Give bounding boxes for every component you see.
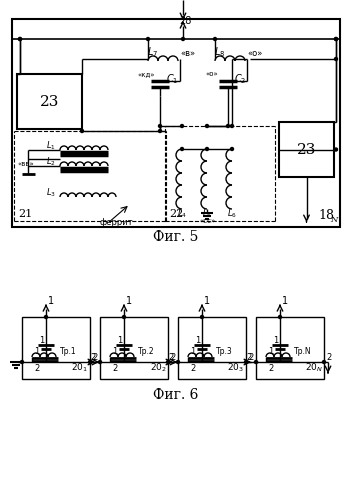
- Text: Фиг. 5: Фиг. 5: [153, 230, 199, 244]
- Text: 2: 2: [34, 364, 39, 373]
- Circle shape: [20, 360, 24, 363]
- Text: $L_2$: $L_2$: [46, 155, 56, 168]
- Text: $L_8$: $L_8$: [214, 45, 225, 59]
- Text: $L_3$: $L_3$: [46, 186, 56, 199]
- Circle shape: [231, 124, 233, 128]
- Text: $20_N$: $20_N$: [305, 361, 323, 374]
- Text: 2: 2: [326, 353, 331, 362]
- Text: 2: 2: [90, 353, 95, 362]
- Text: Тр.2: Тр.2: [138, 347, 155, 356]
- Circle shape: [146, 37, 150, 40]
- Circle shape: [80, 130, 84, 133]
- Text: $20_2$: $20_2$: [150, 361, 167, 374]
- Bar: [279, 122, 334, 177]
- Circle shape: [18, 37, 22, 40]
- Text: 1: 1: [34, 347, 39, 356]
- Text: 2: 2: [268, 364, 273, 373]
- Circle shape: [98, 360, 102, 363]
- Text: Фиг. 6: Фиг. 6: [153, 388, 199, 402]
- Circle shape: [279, 315, 281, 318]
- Text: 1: 1: [40, 336, 44, 345]
- Text: 1: 1: [48, 296, 54, 306]
- Text: «о»: «о»: [247, 49, 262, 58]
- Text: 1: 1: [204, 296, 210, 306]
- Circle shape: [122, 315, 126, 318]
- Circle shape: [158, 124, 162, 128]
- Text: $C_1$: $C_1$: [166, 72, 178, 86]
- Circle shape: [180, 124, 184, 128]
- Text: 21: 21: [18, 209, 32, 219]
- Circle shape: [335, 57, 337, 60]
- Text: 2: 2: [246, 353, 251, 362]
- Text: $C_2$: $C_2$: [234, 72, 246, 86]
- Circle shape: [335, 37, 337, 40]
- Circle shape: [214, 37, 216, 40]
- Text: «вв»: «вв»: [18, 161, 35, 167]
- Text: $20_3$: $20_3$: [227, 361, 245, 374]
- Text: «кд»: «кд»: [138, 71, 156, 77]
- Bar: [12, 19, 340, 227]
- Text: 28: 28: [179, 16, 191, 26]
- Circle shape: [245, 360, 247, 363]
- Circle shape: [167, 360, 169, 363]
- Text: «о»: «о»: [206, 71, 219, 77]
- Circle shape: [231, 148, 233, 151]
- Bar: [178, 317, 246, 379]
- Circle shape: [335, 37, 337, 40]
- Circle shape: [205, 124, 209, 128]
- Circle shape: [255, 360, 257, 363]
- Text: Тр.3: Тр.3: [216, 347, 233, 356]
- Text: 1: 1: [282, 296, 288, 306]
- Circle shape: [89, 360, 91, 363]
- Bar: [256, 317, 324, 379]
- Text: 1: 1: [118, 336, 122, 345]
- Text: $L_1$: $L_1$: [46, 139, 56, 152]
- Text: Тр.1: Тр.1: [60, 347, 77, 356]
- Text: 1: 1: [268, 347, 273, 356]
- Text: 23: 23: [297, 143, 316, 157]
- Bar: [100, 317, 168, 379]
- Text: 22: 22: [169, 209, 183, 219]
- Circle shape: [18, 37, 22, 40]
- Text: 1: 1: [273, 336, 279, 345]
- Text: $L_4$: $L_4$: [177, 207, 187, 220]
- Circle shape: [205, 148, 209, 151]
- Circle shape: [44, 315, 48, 318]
- Circle shape: [176, 360, 179, 363]
- Text: 1: 1: [190, 347, 195, 356]
- Text: 2: 2: [112, 364, 117, 373]
- Text: $20_1$: $20_1$: [71, 361, 89, 374]
- Text: 2: 2: [170, 353, 175, 362]
- Text: 2: 2: [190, 364, 195, 373]
- Text: 1: 1: [195, 336, 201, 345]
- Text: 1: 1: [126, 296, 132, 306]
- Bar: [22, 317, 90, 379]
- Text: $L_5$: $L_5$: [202, 207, 212, 220]
- Text: феррит: феррит: [100, 218, 134, 227]
- Circle shape: [201, 315, 203, 318]
- Text: 2: 2: [248, 353, 253, 362]
- Text: $L_6$: $L_6$: [227, 207, 237, 220]
- Text: 23: 23: [40, 94, 59, 108]
- Circle shape: [227, 124, 229, 128]
- Text: 2: 2: [168, 353, 173, 362]
- Text: 18: 18: [318, 209, 334, 222]
- Bar: [17, 74, 82, 129]
- Text: Тр.N: Тр.N: [294, 347, 312, 356]
- Text: 2: 2: [92, 353, 97, 362]
- Text: «в»: «в»: [180, 49, 195, 58]
- Text: «сс»: «сс»: [199, 218, 215, 224]
- Circle shape: [158, 130, 162, 133]
- Circle shape: [180, 148, 184, 151]
- Text: 1: 1: [112, 347, 117, 356]
- Circle shape: [181, 37, 185, 40]
- Circle shape: [323, 360, 325, 363]
- Text: $L_7$: $L_7$: [147, 45, 158, 59]
- Text: N: N: [330, 216, 337, 224]
- Circle shape: [335, 148, 337, 151]
